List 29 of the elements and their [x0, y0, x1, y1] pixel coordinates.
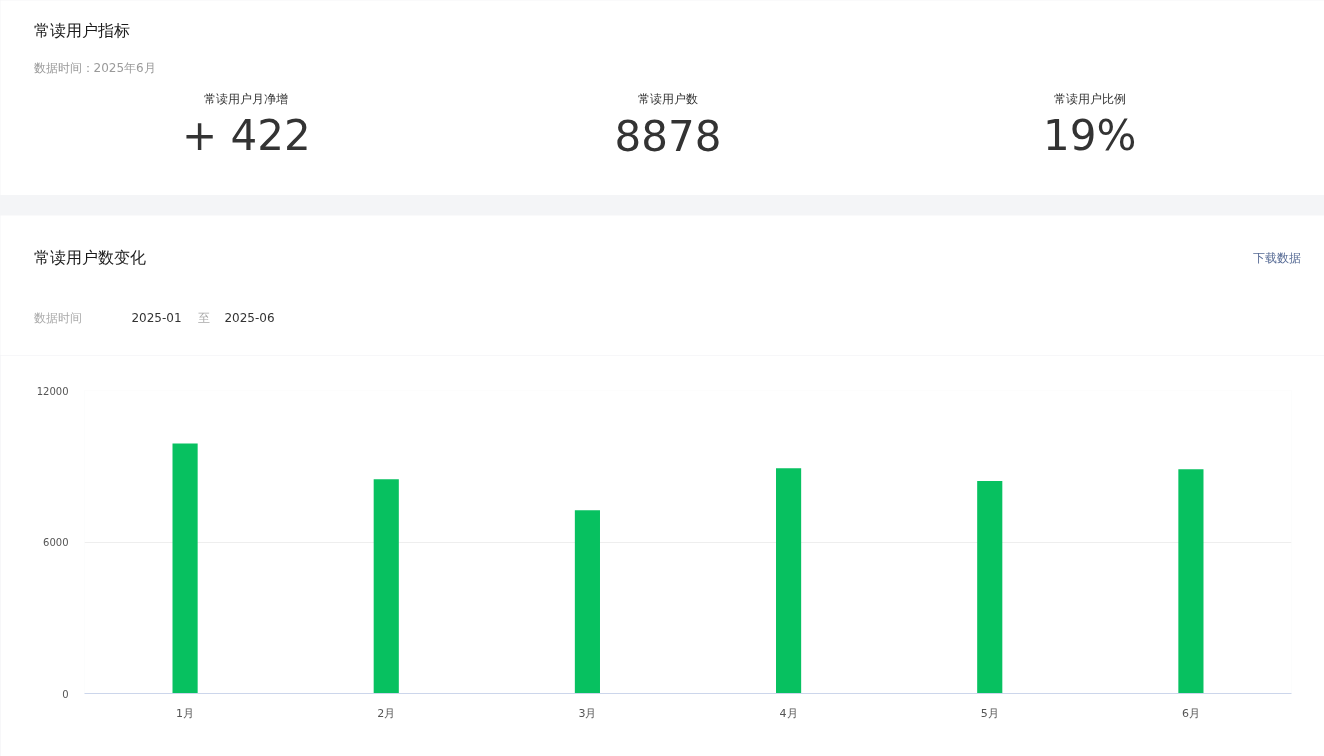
bar — [977, 480, 1003, 694]
text: 常读用户数 — [638, 91, 698, 106]
text: 2025-01 — [131, 311, 182, 325]
x-tick-label: 3月 — [578, 706, 597, 720]
x-tick-label: 6月 — [1181, 706, 1200, 720]
text: 8878 — [614, 112, 722, 161]
x-tick-label: 2月 — [377, 706, 396, 720]
x-tick-label: 5月 — [980, 706, 999, 720]
text: 19% — [1042, 111, 1137, 160]
text: 数据时间：2025年6月 — [33, 60, 156, 75]
y-tick-label: 6000 — [43, 537, 69, 548]
text: 常读用户比例 — [1053, 91, 1126, 106]
y-tick-label: 0 — [62, 688, 69, 700]
text: 2025-06 — [224, 311, 275, 325]
x-tick-label: 1月 — [176, 706, 195, 720]
y-tick-label: 12000 — [36, 385, 69, 397]
bar — [1178, 469, 1204, 694]
text: 常读用户指标 — [33, 21, 130, 40]
text: 常读用户月净增 — [204, 91, 289, 106]
bar — [776, 468, 802, 694]
text: 下载数据 — [1252, 250, 1301, 265]
text: 数据时间 — [33, 310, 82, 325]
chart-title: 常读用户数变化 — [33, 248, 146, 267]
text: + 422 — [181, 111, 311, 160]
x-tick-label: 4月 — [779, 706, 798, 720]
text: 至 — [197, 310, 210, 325]
bar — [574, 510, 600, 694]
bar — [373, 479, 399, 694]
bar — [172, 443, 198, 694]
